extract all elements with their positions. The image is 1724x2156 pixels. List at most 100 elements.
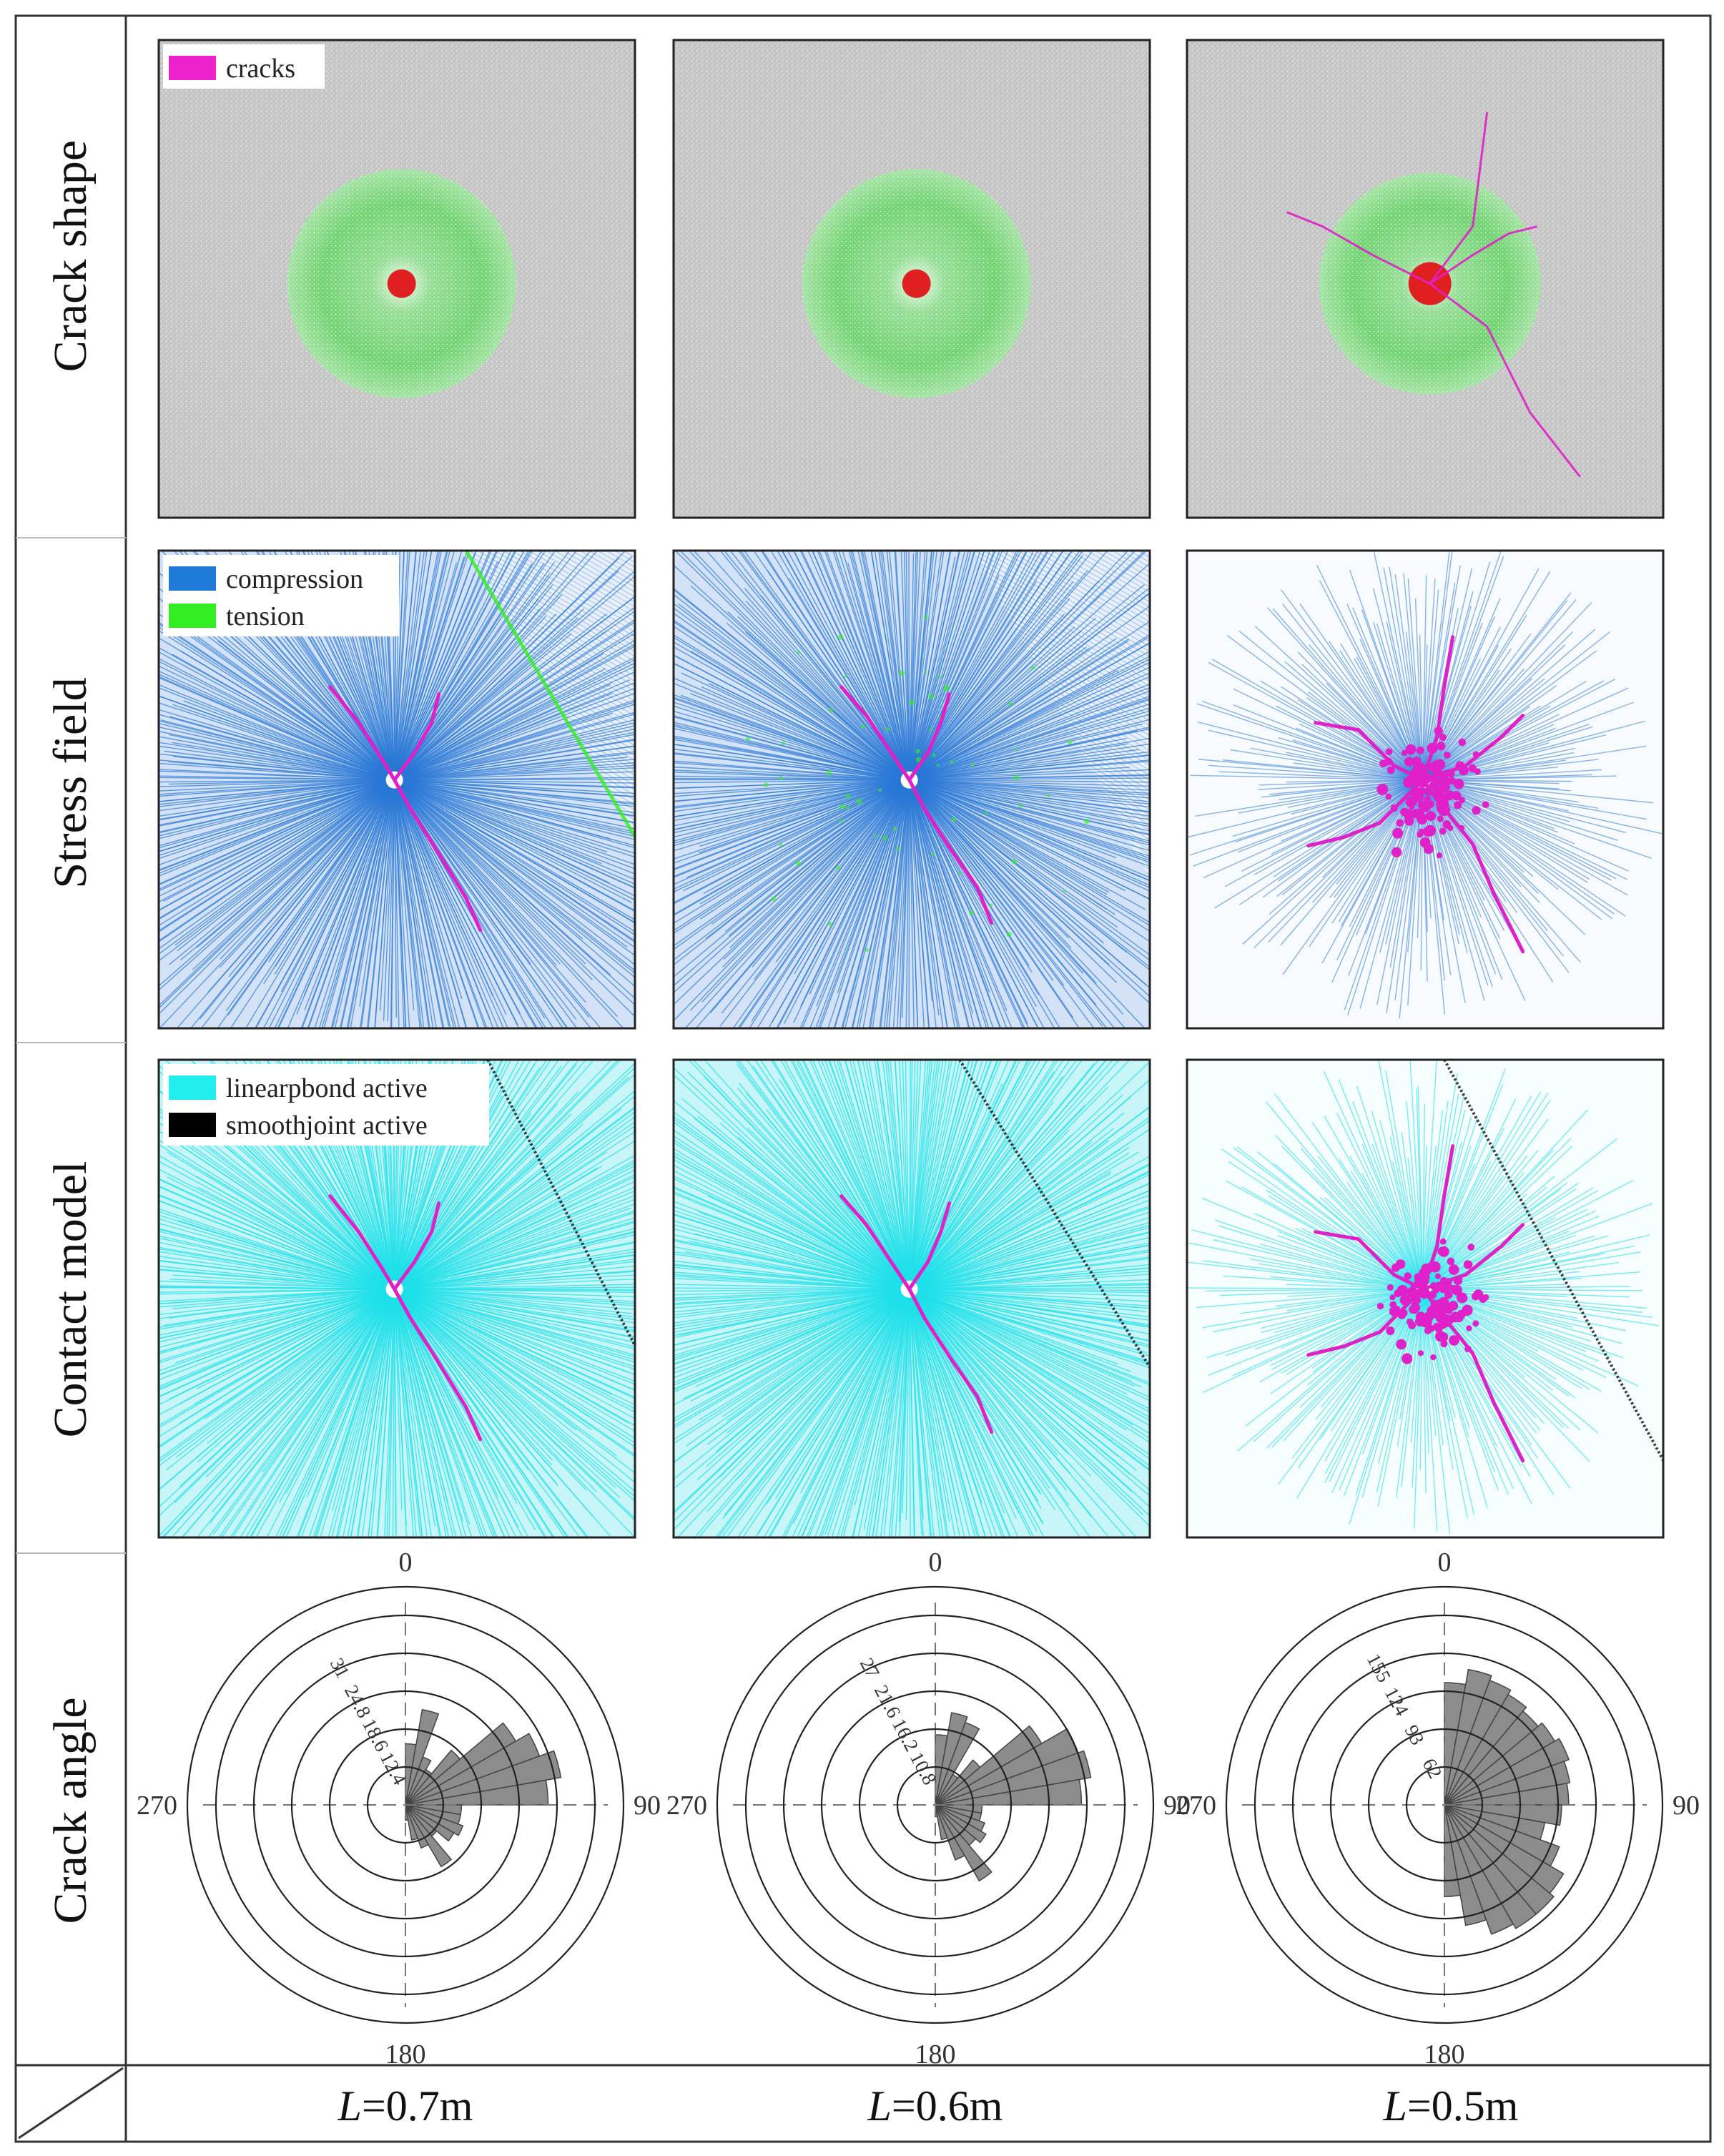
contact-line: [1296, 1293, 1421, 1499]
contact-line: [304, 787, 393, 1010]
contact-line: [400, 1165, 635, 1287]
contact-line: [1329, 784, 1420, 899]
contact-line: [912, 1296, 1033, 1537]
contact-line: [400, 1103, 558, 1284]
contact-line: [398, 725, 635, 780]
contact-line: [707, 1195, 900, 1286]
contact-line: [1349, 1155, 1421, 1285]
contact-line: [856, 785, 909, 1028]
contact-line: [915, 1060, 1150, 1284]
tension-contact: [856, 798, 862, 804]
contact-line: [1323, 1071, 1422, 1285]
contact-line: [1350, 1171, 1420, 1284]
contact-line: [1272, 608, 1420, 777]
contact-line: [400, 782, 635, 912]
contact-line: [914, 1293, 1132, 1476]
panel-border: [157, 549, 636, 1030]
contact-line: [159, 780, 385, 812]
contact-line: [910, 784, 994, 1028]
contact-line: [1430, 724, 1555, 777]
crack-blob: [1458, 797, 1465, 804]
rose-outer-ring: [186, 1585, 625, 2024]
contact-line: [754, 786, 905, 980]
contact-line: [892, 790, 910, 1028]
contact-line: [913, 1173, 1112, 1287]
contact-line: [826, 551, 907, 771]
crack-blob: [1427, 1305, 1438, 1316]
contact-line: [212, 1292, 393, 1513]
contact-line: [274, 787, 391, 975]
contact-line: [403, 784, 635, 921]
contact-line: [397, 551, 626, 777]
contact-line: [917, 779, 1150, 799]
contact-line: [228, 786, 390, 978]
contact-line: [912, 1298, 1019, 1537]
contact-line: [674, 564, 905, 777]
contact-line: [1378, 1060, 1422, 1279]
contact-line: [674, 1111, 907, 1287]
contact-line: [674, 1291, 902, 1361]
rose-outer-ring: [1225, 1585, 1664, 2024]
tension-contact: [844, 674, 847, 679]
crack-blob: [1437, 815, 1444, 822]
contact-line: [396, 1296, 494, 1537]
contact-line: [699, 1294, 902, 1421]
contact-line: [914, 1289, 1150, 1291]
contact-line: [674, 551, 902, 773]
tension-contact: [839, 804, 845, 810]
contact-line: [399, 561, 556, 773]
crack-paths: [1306, 1144, 1525, 1463]
contact-line: [913, 621, 1150, 778]
contact-line: [395, 788, 437, 1028]
rose-ring: [252, 1652, 558, 1958]
panel-border: [157, 1058, 636, 1539]
outer-border: [14, 14, 1712, 2143]
contact-line: [917, 1251, 1150, 1289]
contact-line: [159, 1294, 389, 1491]
contact-line: [305, 1060, 393, 1284]
contact-line: [917, 1295, 1150, 1467]
contact-line: [159, 1260, 389, 1289]
crack-blob: [1419, 1315, 1427, 1322]
contact-line: [676, 779, 905, 789]
contact-line: [167, 1176, 390, 1287]
contact-line: [400, 1289, 635, 1324]
contact-line: [844, 1060, 909, 1285]
contact-line: [404, 1290, 635, 1331]
contact-line: [1253, 1292, 1419, 1442]
contact-line: [705, 551, 903, 773]
contact-line: [914, 1060, 1100, 1284]
crack-blob: [1430, 1354, 1437, 1361]
rose-ring: [366, 1766, 445, 1844]
contact-line: [403, 613, 608, 774]
contact-line: [394, 1296, 408, 1537]
contact-line: [910, 551, 961, 775]
rose-outer-ring: [716, 1585, 1155, 2024]
contact-line: [1379, 1120, 1422, 1285]
contact-line: [159, 779, 390, 795]
contact-line: [891, 1296, 910, 1537]
contact-line: [887, 1060, 910, 1281]
contact-line: [674, 1289, 905, 1324]
contact-line: [403, 784, 632, 904]
contact-line: [159, 1291, 389, 1381]
contact-line: [832, 1060, 908, 1284]
contact-line: [836, 1060, 907, 1280]
contact-line: [674, 1284, 900, 1290]
contact-line: [1426, 678, 1532, 777]
contact-line: [674, 785, 902, 947]
contact-line: [909, 551, 921, 772]
tension-contact: [937, 675, 941, 679]
contact-line: [159, 1289, 390, 1362]
contact-line: [400, 551, 591, 774]
contact-line: [909, 786, 930, 1028]
contact-line: [398, 1291, 635, 1413]
contact-line: [1389, 1136, 1422, 1279]
contact-line: [1296, 727, 1418, 779]
crack-blob: [1406, 744, 1414, 752]
contact-line: [1260, 1244, 1413, 1287]
contact-line: [159, 779, 390, 817]
crack-blob: [1406, 775, 1414, 784]
contact-line: [1276, 782, 1419, 897]
